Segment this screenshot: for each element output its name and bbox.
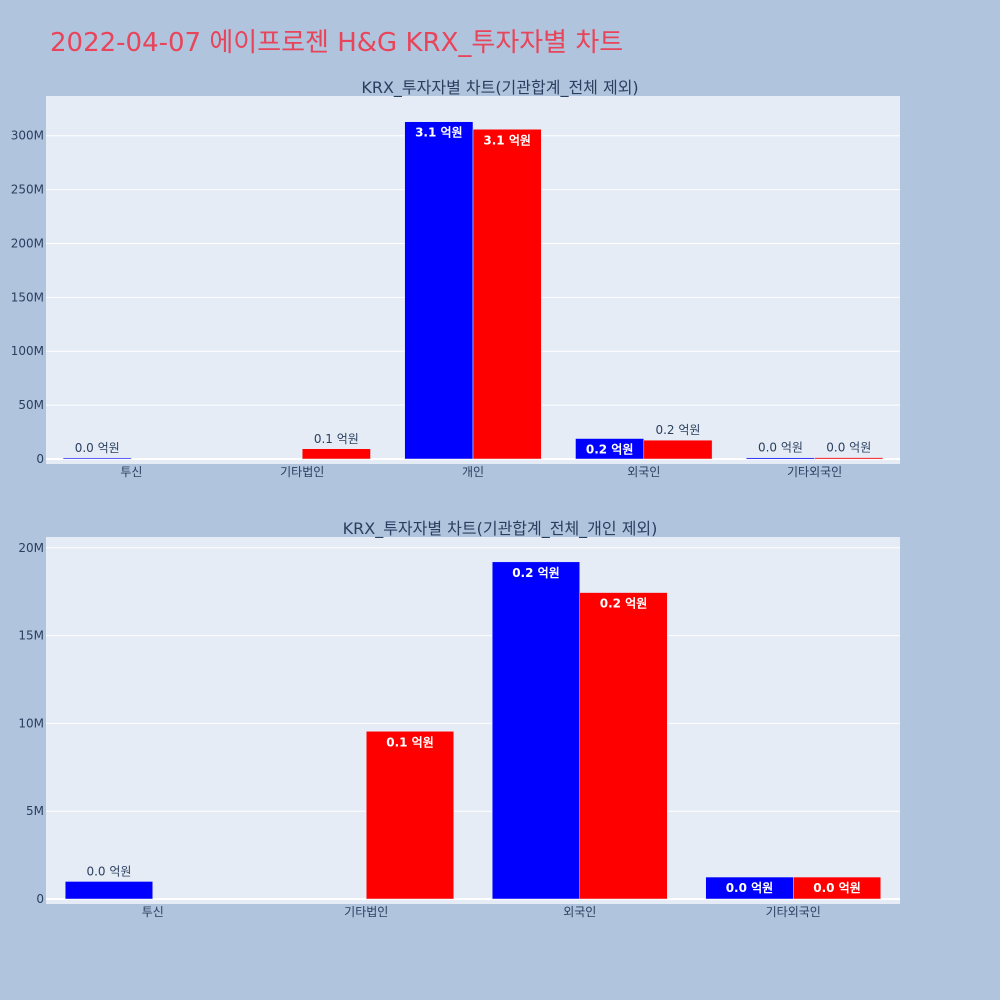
data-label: 3.1 억원 bbox=[483, 133, 531, 147]
bar bbox=[472, 129, 542, 460]
y-tick-label: 20M bbox=[18, 541, 44, 555]
y-tick-label: 10M bbox=[18, 716, 44, 730]
bar bbox=[404, 121, 474, 460]
y-tick-label: 0 bbox=[36, 892, 44, 906]
x-tick-label: 투신 bbox=[142, 905, 164, 919]
y-tick-label: 150M bbox=[11, 290, 44, 304]
x-tick-label: 기타외국인 bbox=[766, 905, 821, 919]
data-label: 0.0 억원 bbox=[758, 441, 803, 455]
data-label: 0.2 억원 bbox=[600, 597, 648, 611]
data-label: 0.0 억원 bbox=[826, 441, 871, 455]
bar bbox=[793, 876, 882, 900]
x-tick-label: 개인 bbox=[462, 465, 484, 479]
chart-title: KRX_투자자별 차트(기관합계_전체 제외) bbox=[361, 78, 638, 98]
data-label: 0.0 억원 bbox=[813, 881, 861, 895]
bar bbox=[491, 561, 580, 900]
data-label: 0.2 억원 bbox=[586, 443, 634, 457]
bar bbox=[814, 457, 884, 460]
x-tick-label: 외국인 bbox=[563, 905, 596, 919]
y-tick-label: 250M bbox=[11, 183, 44, 197]
y-tick-label: 200M bbox=[11, 236, 44, 250]
data-label: 0.0 억원 bbox=[86, 864, 131, 878]
bar bbox=[579, 592, 668, 900]
x-tick-label: 투신 bbox=[120, 465, 142, 479]
x-tick-label: 기타법인 bbox=[280, 465, 324, 479]
chart-title: KRX_투자자별 차트(기관합계_전체_개인 제외) bbox=[343, 519, 658, 539]
data-label: 0.0 억원 bbox=[726, 881, 774, 895]
data-label: 0.0 억원 bbox=[75, 441, 120, 455]
y-tick-label: 300M bbox=[11, 129, 44, 143]
bar bbox=[366, 731, 455, 900]
y-tick-label: 100M bbox=[11, 344, 44, 358]
data-label: 0.2 억원 bbox=[512, 566, 560, 580]
y-tick-label: 15M bbox=[18, 629, 44, 643]
x-tick-label: 기타외국인 bbox=[787, 465, 842, 479]
bar bbox=[64, 881, 153, 900]
x-tick-label: 기타법인 bbox=[344, 905, 388, 919]
data-label: 0.1 억원 bbox=[314, 432, 359, 446]
data-label: 3.1 억원 bbox=[415, 126, 463, 140]
data-label: 0.1 억원 bbox=[386, 735, 434, 749]
bar bbox=[643, 439, 713, 460]
bar bbox=[62, 457, 132, 460]
plot-area-1 bbox=[46, 537, 900, 904]
bar bbox=[301, 448, 371, 460]
bar bbox=[746, 457, 815, 460]
y-tick-label: 5M bbox=[26, 804, 44, 818]
y-tick-label: 50M bbox=[18, 398, 44, 412]
x-tick-label: 외국인 bbox=[627, 465, 660, 479]
y-tick-label: 0 bbox=[36, 452, 44, 466]
page-title: 2022-04-07 에이프로젠 H&G KRX_투자자별 차트 bbox=[50, 28, 624, 58]
data-label: 0.2 억원 bbox=[655, 423, 700, 437]
